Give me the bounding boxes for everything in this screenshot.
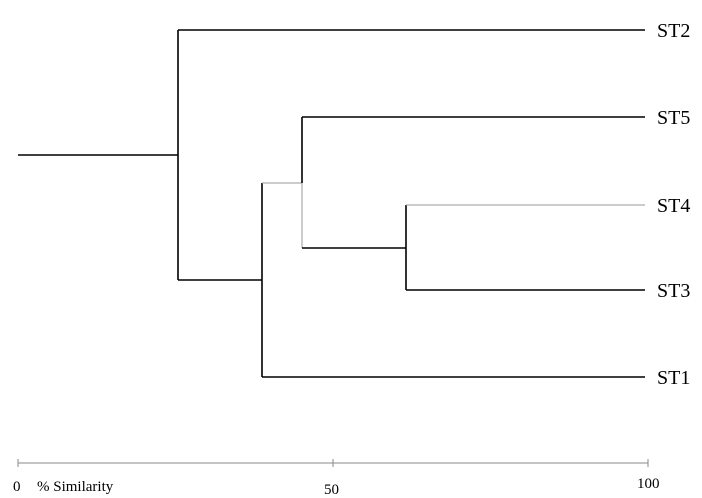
axis-title: % Similarity bbox=[37, 479, 114, 495]
tick-label-0: 0 bbox=[13, 479, 21, 495]
leaf-label-st4: ST4 bbox=[657, 195, 690, 217]
leaf-label-st5: ST5 bbox=[657, 107, 690, 129]
leaf-label-st2: ST2 bbox=[657, 20, 690, 42]
tick-label-50: 50 bbox=[324, 482, 339, 498]
leaf-label-st3: ST3 bbox=[657, 280, 690, 302]
leaf-label-st1: ST1 bbox=[657, 367, 690, 389]
tick-label-100: 100 bbox=[637, 476, 660, 492]
